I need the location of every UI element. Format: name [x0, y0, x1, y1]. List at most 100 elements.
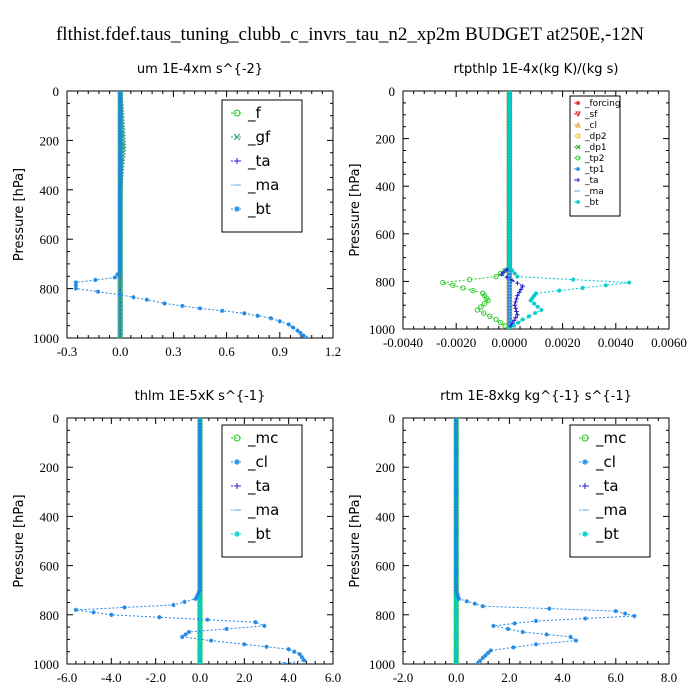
data-point	[507, 256, 512, 261]
legend-label: _f	[247, 104, 262, 123]
data-point	[507, 242, 512, 248]
data-point	[507, 100, 512, 105]
data-point	[118, 190, 123, 195]
data-point	[197, 649, 203, 654]
data-point	[118, 210, 123, 216]
data-point	[197, 655, 203, 661]
data-point	[286, 647, 291, 652]
data-point	[197, 472, 203, 477]
legend-item: _mc	[579, 429, 626, 448]
data-point	[197, 511, 203, 516]
data-point	[539, 307, 544, 313]
data-point	[118, 146, 123, 152]
data-point	[197, 627, 203, 633]
data-point	[118, 141, 123, 146]
data-point	[507, 143, 512, 148]
data-point	[118, 205, 123, 210]
data-point	[530, 295, 535, 301]
data-point	[516, 320, 521, 325]
data-point	[197, 469, 203, 474]
data-point	[507, 248, 512, 253]
data-point	[454, 570, 459, 575]
data-point	[205, 617, 210, 622]
data-point	[295, 328, 300, 333]
data-point	[118, 94, 123, 100]
data-point	[507, 148, 512, 154]
x-tick-label: 1.2	[325, 344, 341, 359]
series-group	[453, 418, 637, 664]
y-tick-label: 800	[40, 282, 60, 297]
panel-title: rtpthlp 1E-4x(kg K)/(kg s)	[454, 62, 619, 77]
x-tick-label: 8.0	[661, 670, 677, 685]
data-point	[197, 520, 203, 525]
data-point	[507, 237, 512, 242]
x-tick-label: 0.0	[448, 670, 464, 685]
data-point	[507, 259, 512, 264]
x-tick-label: 0.0	[192, 670, 208, 685]
data-point	[118, 231, 123, 236]
data-point	[197, 564, 203, 569]
data-point	[480, 603, 485, 609]
data-point	[118, 239, 123, 245]
data-point	[454, 418, 459, 424]
data-point	[197, 570, 203, 575]
data-point	[515, 293, 520, 298]
data-point	[454, 445, 459, 451]
data-point	[118, 193, 123, 198]
data-point	[197, 531, 203, 537]
data-point	[197, 433, 203, 439]
data-point	[118, 257, 123, 262]
legend-item: _ma	[231, 176, 279, 195]
data-point	[197, 561, 203, 566]
data-point	[118, 117, 123, 123]
data-point	[115, 272, 120, 277]
data-point	[157, 615, 162, 620]
data-point	[197, 481, 203, 486]
data-point	[507, 111, 512, 117]
data-point	[454, 421, 459, 427]
data-point	[454, 442, 459, 448]
data-point	[197, 558, 203, 563]
data-point	[507, 157, 512, 162]
data-point	[118, 152, 123, 158]
data-point	[454, 430, 459, 436]
y-tick-label: 1000	[369, 322, 395, 337]
data-point	[197, 457, 203, 462]
data-point	[182, 599, 187, 605]
data-point	[454, 615, 459, 621]
data-point	[454, 424, 459, 430]
legend-item: _cl	[574, 121, 597, 131]
data-point	[454, 612, 459, 617]
data-point	[454, 576, 459, 581]
legend-item: _bt	[231, 200, 271, 219]
data-point	[197, 487, 203, 492]
data-point	[507, 185, 512, 191]
data-point	[118, 251, 123, 256]
data-point	[454, 588, 459, 593]
data-point	[162, 301, 167, 306]
data-point	[454, 490, 459, 495]
data-point	[454, 451, 459, 456]
data-point	[197, 594, 203, 599]
data-point	[118, 106, 123, 111]
x-tick-label: 0.0000	[492, 335, 528, 350]
data-point	[507, 183, 512, 188]
data-point	[507, 140, 512, 145]
data-point	[626, 280, 632, 285]
data-point	[197, 484, 203, 489]
data-point	[454, 531, 459, 537]
data-point	[118, 100, 123, 105]
data-point	[507, 253, 512, 259]
data-point	[118, 114, 123, 120]
legend-item: _tp1	[574, 165, 604, 175]
panel-title: um 1E-4xm s^{-2}	[137, 62, 263, 77]
data-point	[118, 175, 123, 181]
legend-item: _sf	[574, 110, 598, 120]
series-tp2	[440, 91, 513, 329]
data-point	[507, 205, 512, 211]
data-point	[197, 463, 203, 468]
data-point	[262, 623, 267, 629]
data-point	[118, 103, 123, 108]
data-point	[93, 277, 98, 283]
legend-item: _ta	[231, 152, 271, 171]
